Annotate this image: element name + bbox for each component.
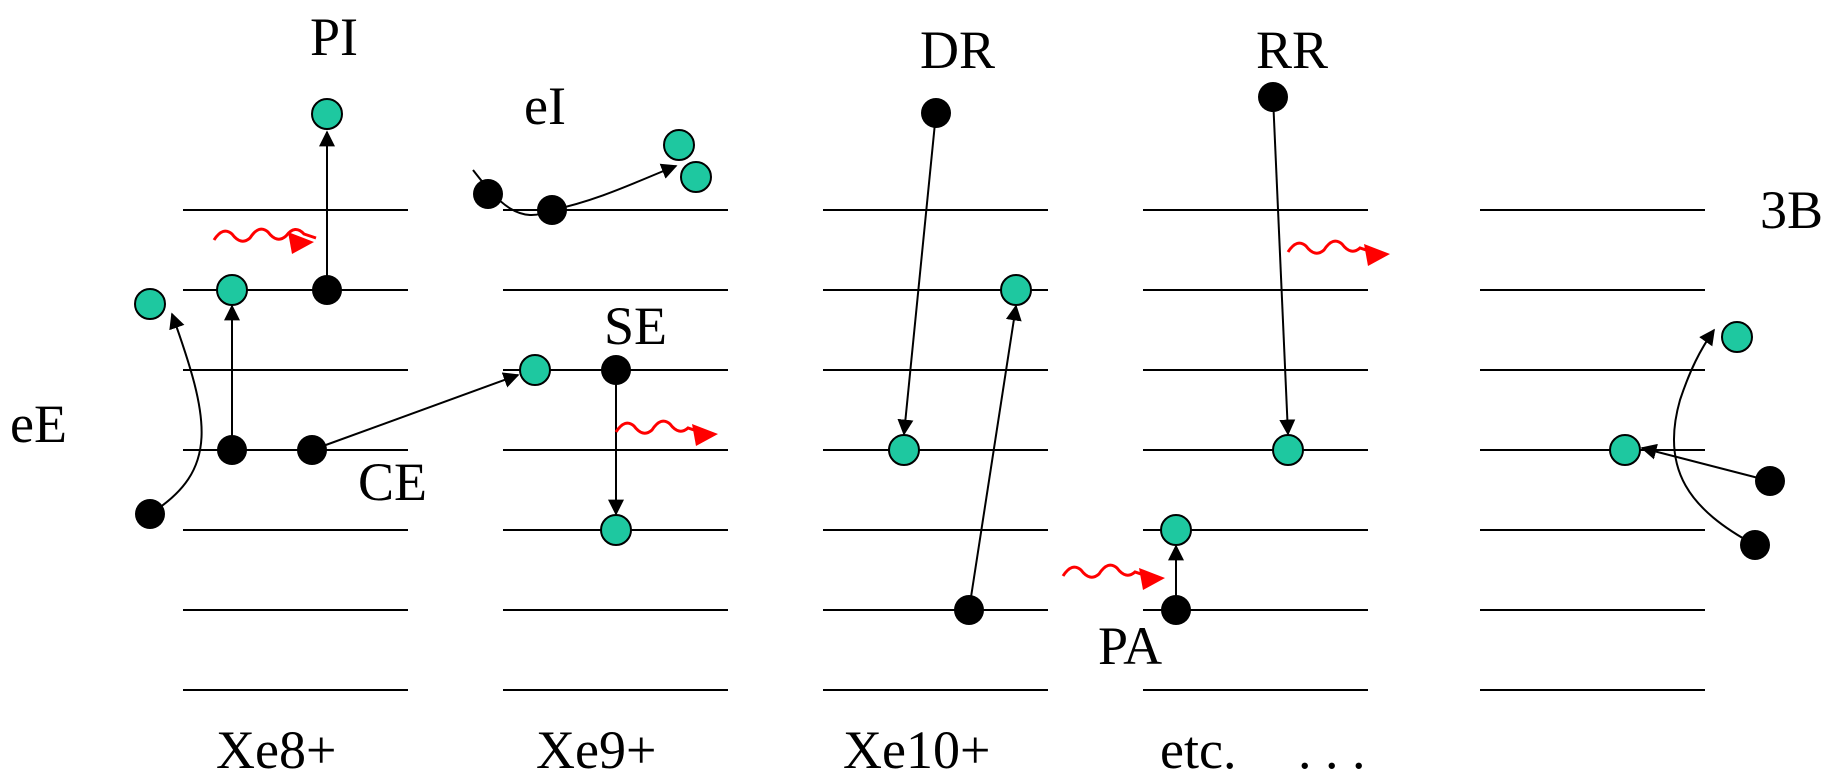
ion-label-xe8: Xe8+ [216, 720, 336, 777]
process-electron-excitation [134, 274, 248, 529]
process-electron-ionization [472, 129, 712, 225]
process-photoionization [212, 98, 343, 305]
photon-wave-icon [1061, 563, 1148, 579]
photon-arrowhead-icon [288, 232, 314, 254]
photon-wave-icon [614, 419, 701, 435]
label-three-body: 3B [1760, 180, 1823, 240]
process-spontaneous-emission [600, 355, 718, 546]
process-three-body-recombination [1609, 321, 1785, 560]
label-pi: PI [310, 7, 358, 67]
photon-wave-icon [212, 227, 317, 243]
levels-three-body [1480, 209, 1705, 691]
photon-arrowhead-icon [692, 424, 718, 446]
photon-wave-icon [1286, 239, 1373, 255]
ion-label-xe10: Xe10+ [843, 720, 990, 777]
ion-label-etc: etc. [1160, 720, 1236, 777]
process-charge-exchange [297, 354, 551, 465]
label-pa: PA [1098, 616, 1162, 676]
process-radiative-recombination [1258, 82, 1390, 466]
ion-label-xe9: Xe9+ [536, 720, 656, 777]
process-photoabsorption [1061, 514, 1192, 625]
levels-xe8 [183, 209, 408, 691]
levels-xe9 [503, 209, 728, 691]
photon-arrowhead-icon [1139, 568, 1165, 590]
process-dielectronic-recombination [888, 98, 1032, 625]
label-dr: DR [920, 20, 995, 80]
label-rr: RR [1256, 20, 1328, 80]
levels-xe10 [823, 209, 1048, 691]
label-ee: eE [10, 394, 67, 454]
photon-arrowhead-icon [1364, 244, 1390, 266]
label-ce: CE [358, 452, 427, 512]
ion-label-ellipsis: . . . [1298, 720, 1366, 777]
label-se: SE [604, 296, 667, 356]
label-ei: eI [524, 76, 566, 136]
